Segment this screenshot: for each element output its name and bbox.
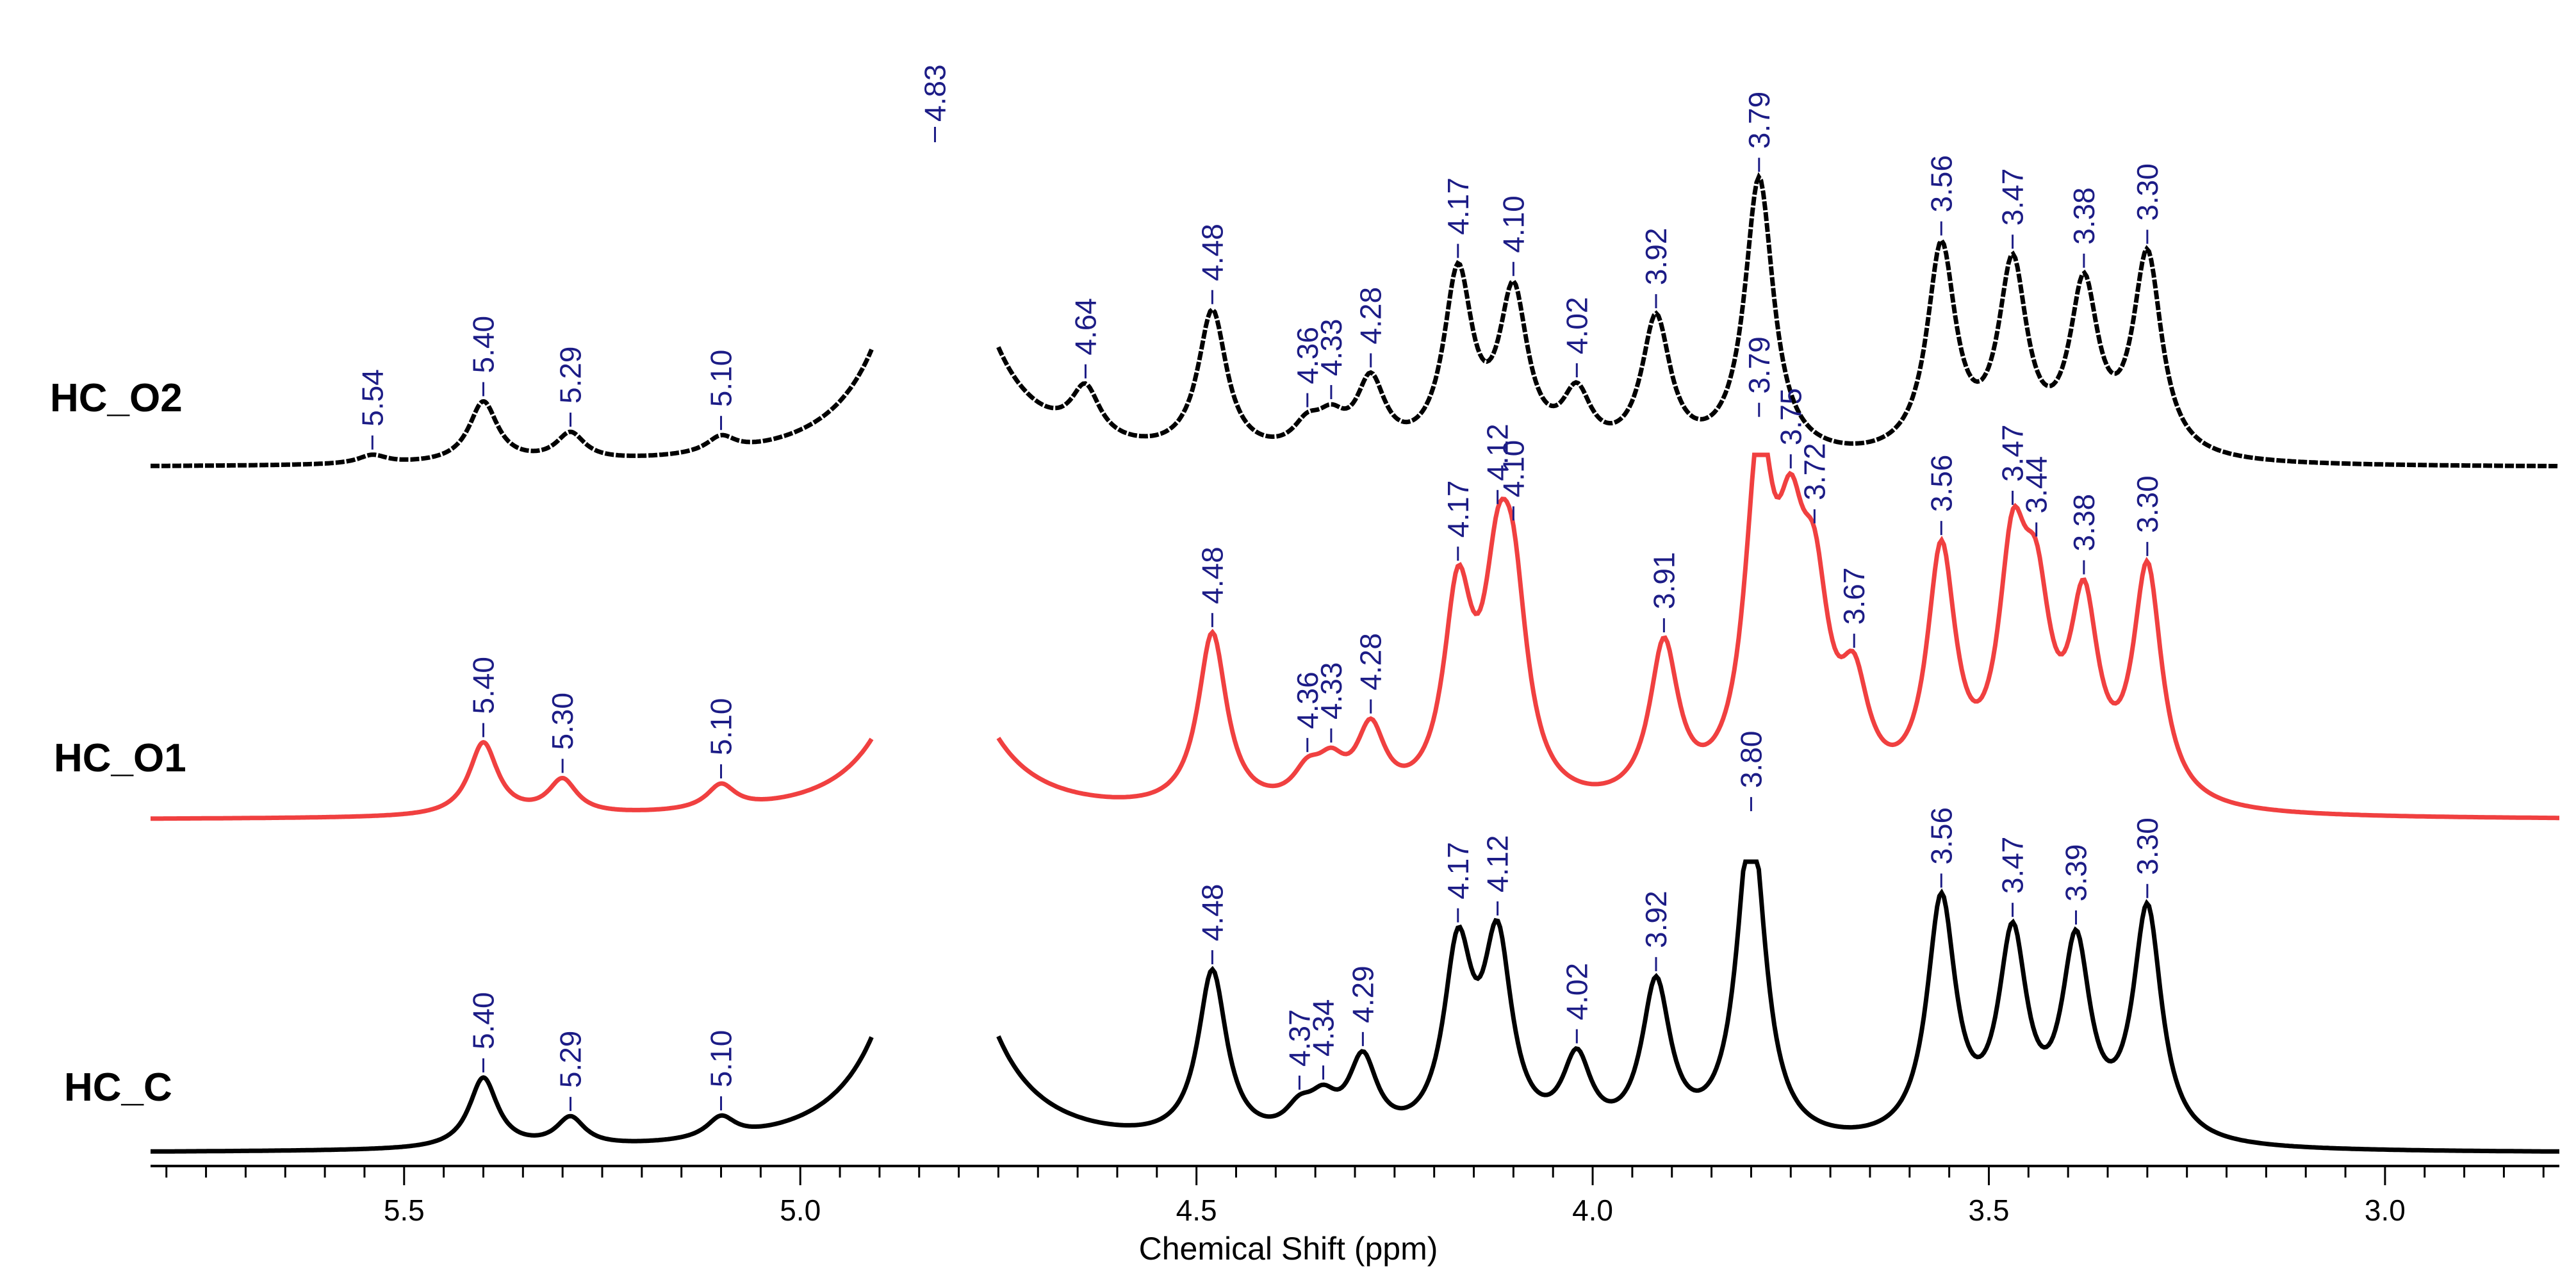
peak-label-hc-c-4: 4.37 <box>1283 1009 1316 1067</box>
peak-label-hc-o2-12: 3.92 <box>1639 228 1673 286</box>
peak-label-hc-c-7: 4.17 <box>1441 842 1475 899</box>
peak-label-hc-o2-9: 4.17 <box>1441 177 1475 235</box>
peak-label-hc-c-8: 4.12 <box>1481 835 1514 892</box>
trace-line-hc-o2-seg1 <box>151 349 874 468</box>
trace-label-hc-o1: HC_O1 <box>54 736 186 780</box>
trace-label-hc-c: HC_C <box>64 1065 172 1110</box>
peak-label-hc-o1-7: 4.17 <box>1441 480 1475 538</box>
peak-label-hc-o1-1: 5.30 <box>546 693 579 750</box>
x-tick-label-4: 3.5 <box>1968 1194 2009 1227</box>
x-tick-label-2: 4.5 <box>1176 1194 1217 1227</box>
peak-label-hc-c-9: 4.02 <box>1560 963 1593 1021</box>
peak-label-hc-c-14: 3.39 <box>2060 844 2093 902</box>
peak-label-hc-c-12: 3.56 <box>1924 807 1958 865</box>
peak-label-hc-c-5: 4.34 <box>1307 999 1340 1057</box>
peak-label-hc-o1-14: 3.67 <box>1837 568 1871 625</box>
peak-label-hc-o1-18: 3.38 <box>2067 494 2101 552</box>
peak-label-hc-o1-19: 3.30 <box>2131 475 2164 533</box>
peak-label-hc-o1-5: 4.33 <box>1315 662 1348 719</box>
peak-label-hc-o2-1: 5.40 <box>466 316 500 374</box>
peak-label-hc-o1-10: 3.91 <box>1647 552 1680 609</box>
peak-label-hc-o1-15: 3.56 <box>1924 455 1958 513</box>
peak-label-hc-c-2: 5.10 <box>705 1030 738 1088</box>
peak-label-hc-c-6: 4.29 <box>1346 965 1379 1023</box>
peak-label-hc-o1-4: 4.36 <box>1291 671 1324 729</box>
x-axis: 5.5 5.0 4.5 4.0 3.5 3.0 <box>151 1165 2559 1227</box>
peak-label-hc-o2-5: 4.48 <box>1195 224 1229 281</box>
trace-line-hc-o1-seg1 <box>151 737 874 821</box>
peak-label-hc-o2-13: 3.79 <box>1743 92 1776 149</box>
peak-labels: 5.545.405.29 5.104.644.484.364.334.284.17… <box>356 64 2164 1112</box>
peak-label-hc-c-1: 5.29 <box>554 1031 587 1088</box>
x-tick-label-3: 4.0 <box>1572 1194 1613 1227</box>
peak-label-hc-o2-3: 5.10 <box>705 350 738 407</box>
peak-label-hc-o1-13: 3.72 <box>1798 443 1831 500</box>
peak-label-hc-o1-2: 5.10 <box>705 698 738 755</box>
trace-line-hc-c-seg1 <box>151 1036 874 1154</box>
peak-label-hc-o1-9: 4.10 <box>1497 440 1530 498</box>
x-tick-label-1: 5.0 <box>780 1194 821 1227</box>
peak-label-hc-o1-11: 3.79 <box>1743 336 1776 394</box>
peak-label-hc-o1-3: 4.48 <box>1195 546 1229 604</box>
peak-label-hc-o2-16: 3.38 <box>2067 187 2101 245</box>
trace-line-hc-o1-seg2 <box>996 452 2559 821</box>
peak-label-hc-o2-11: 4.02 <box>1560 297 1593 354</box>
peak-label-hc-o2-0: 5.54 <box>356 369 389 427</box>
x-tick-label-0: 5.5 <box>384 1194 425 1227</box>
peak-label-hc-o1-8: 4.12 <box>1481 423 1514 481</box>
water-peak-label: 4.83 <box>918 64 951 122</box>
peak-label-hc-c-11: 3.80 <box>1734 731 1768 789</box>
peak-label-hc-c-15: 3.30 <box>2131 817 2164 875</box>
peak-label-hc-o2-7: 4.33 <box>1315 318 1348 376</box>
peak-label-hc-o2-6: 4.36 <box>1291 327 1324 384</box>
peak-label-hc-c-3: 4.48 <box>1195 884 1229 942</box>
peak-label-hc-c-0: 5.40 <box>466 992 500 1049</box>
peak-label-hc-o2-2: 5.29 <box>554 346 587 404</box>
peak-label-hc-o1-6: 4.28 <box>1354 633 1388 691</box>
peak-label-hc-c-13: 3.47 <box>1996 837 2030 894</box>
peak-label-hc-o2-17: 3.30 <box>2131 163 2164 221</box>
trace-line-hc-c-seg2 <box>996 859 2559 1154</box>
peak-label-hc-o2-15: 3.47 <box>1996 168 2030 226</box>
peak-label-hc-o2-14: 3.56 <box>1924 155 1958 213</box>
peak-label-hc-o1-16: 3.47 <box>1996 424 2030 482</box>
trace-label-hc-o2: HC_O2 <box>50 376 183 420</box>
peak-label-hc-c-10: 3.92 <box>1639 891 1673 948</box>
peak-label-hc-o1-17: 3.44 <box>2020 456 2053 514</box>
x-tick-label-5: 3.0 <box>2365 1194 2406 1227</box>
peak-label-hc-o1-0: 5.40 <box>466 657 500 714</box>
peak-label-hc-o2-8: 4.28 <box>1354 287 1388 345</box>
x-axis-title: Chemical Shift (ppm) <box>1139 1231 1438 1267</box>
peak-label-hc-o1-12: 3.75 <box>1774 388 1807 446</box>
trace-line-hc-o2-seg2 <box>996 172 2560 469</box>
peak-label-hc-o2-10: 4.10 <box>1497 195 1530 253</box>
traces <box>151 172 2560 1154</box>
peak-label-hc-o2-4: 4.64 <box>1069 298 1102 356</box>
